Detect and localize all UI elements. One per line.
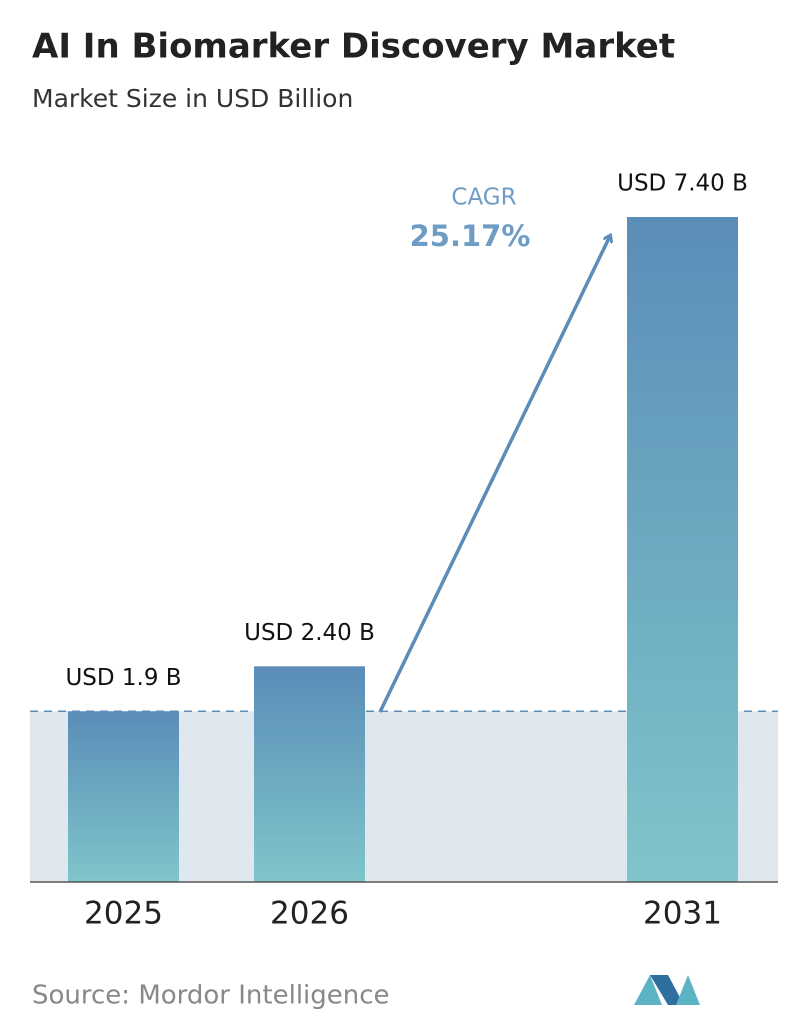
logo (634, 975, 700, 1005)
bar (254, 666, 365, 882)
x-tick-label: 2031 (643, 896, 722, 932)
x-tick-label: 2025 (84, 896, 163, 932)
bar (68, 711, 179, 882)
plot: USD 1.9 B 2025 USD 2.40 B 2026 USD 7.40 B 203… (30, 171, 778, 932)
cagr-value: 25.17% (410, 219, 531, 253)
cagr-label: CAGR (451, 185, 516, 211)
chart-title: AI In Biomarker Discovery Market (32, 27, 675, 67)
chart-subtitle: Market Size in USD Billion (32, 84, 353, 113)
value-label: USD 7.40 B (617, 171, 748, 197)
value-label: USD 1.9 B (65, 665, 181, 691)
source: Source: Mordor Intelligence (32, 981, 390, 1011)
x-tick-label: 2026 (270, 896, 349, 932)
bar (627, 217, 738, 882)
value-label: USD 2.40 B (244, 620, 375, 646)
cagr-arrow (378, 236, 610, 713)
